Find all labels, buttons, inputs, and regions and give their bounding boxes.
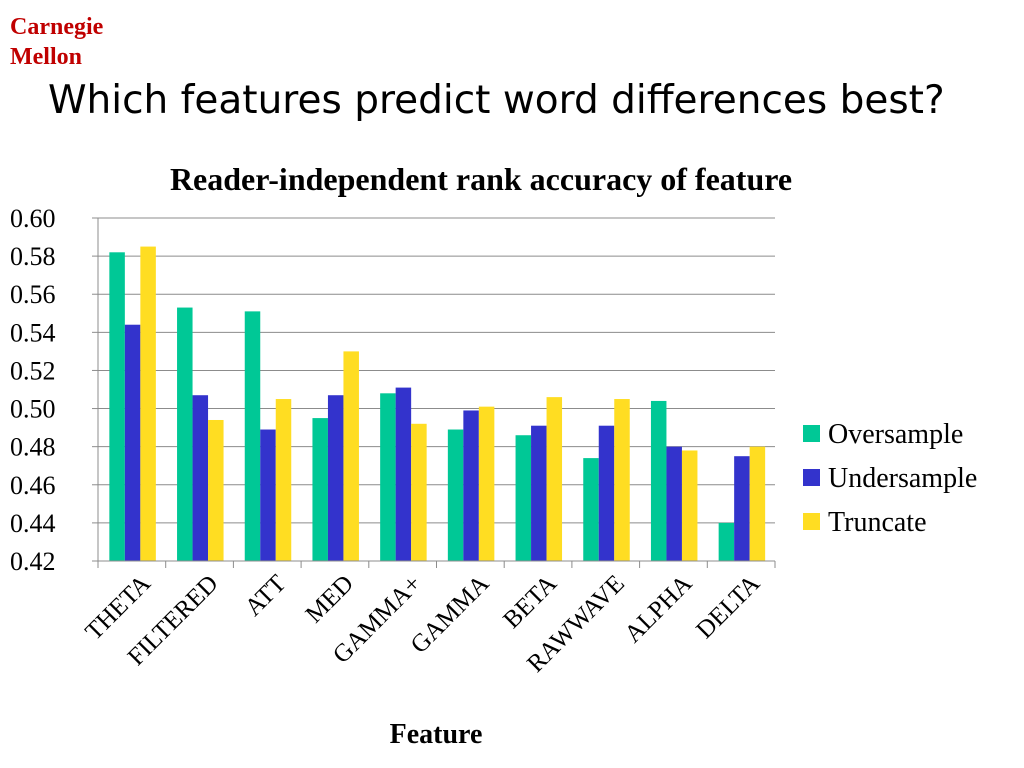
y-tick-label: 0.58	[10, 242, 56, 271]
x-tick-label: MED	[301, 570, 359, 628]
legend: Oversample Undersample Truncate	[803, 419, 977, 538]
bar-oversample-gamma	[447, 429, 464, 561]
bar-undersample-delta	[734, 456, 750, 561]
x-tick-label: ATT	[240, 570, 291, 621]
y-tick-label: 0.48	[10, 433, 56, 462]
logo-line-2: Mellon	[10, 44, 82, 70]
gridlines	[98, 217, 775, 524]
bar-oversample-delta	[718, 522, 735, 561]
bar-truncate-gamma	[478, 406, 495, 561]
bar-oversample-filtered	[177, 307, 193, 561]
y-tick-label: 0.46	[10, 471, 56, 500]
bar-truncate-beta	[546, 397, 563, 561]
bar-oversample-beta	[515, 435, 532, 561]
bar-undersample-gamma	[463, 410, 479, 561]
bar-truncate-theta	[140, 246, 156, 562]
bar-oversample-med	[312, 418, 328, 561]
bar-undersample-theta	[124, 324, 141, 561]
y-tick-label: 0.52	[10, 356, 56, 385]
bar-truncate-att	[275, 399, 292, 561]
bar-truncate-delta	[749, 446, 766, 561]
bar-oversample-theta	[109, 252, 125, 562]
y-tick-label: 0.50	[10, 395, 56, 424]
bar-undersample-filtered	[192, 395, 209, 561]
x-axis-title: Feature	[390, 719, 483, 750]
legend-label-truncate: Truncate	[828, 507, 927, 538]
bar-oversample-gamma	[380, 393, 396, 561]
bars	[109, 246, 766, 562]
logo-line-1: Carnegie	[10, 14, 104, 40]
bar-truncate-alpha	[681, 450, 698, 561]
y-tick-label: 0.54	[10, 318, 56, 347]
y-tick-label: 0.44	[10, 509, 56, 538]
bar-oversample-alpha	[650, 400, 667, 561]
university-logo: Carnegie Mellon	[10, 12, 103, 72]
bar-truncate-rawwave	[614, 399, 630, 561]
bar-undersample-alpha	[666, 446, 682, 561]
bar-undersample-beta	[531, 425, 547, 561]
bar-truncate-gamma	[411, 423, 427, 561]
bar-undersample-gamma	[395, 387, 412, 561]
slide-title: Which features predict word differences …	[48, 78, 945, 123]
legend-swatch-oversample	[803, 425, 820, 442]
x-tick-label: ALPHA	[620, 570, 698, 648]
bar-undersample-med	[327, 395, 344, 561]
bar-truncate-med	[343, 351, 359, 561]
legend-swatch-undersample	[803, 469, 820, 486]
x-tick-label: DELTA	[691, 570, 765, 644]
legend-label-undersample: Undersample	[828, 463, 977, 494]
chart-title: Reader-independent rank accuracy of feat…	[170, 161, 792, 197]
legend-label-oversample: Oversample	[828, 419, 963, 450]
legend-swatch-truncate	[803, 513, 820, 530]
bar-undersample-att	[260, 429, 276, 561]
bar-undersample-rawwave	[598, 425, 615, 561]
y-tick-label: 0.42	[10, 547, 56, 576]
bar-oversample-att	[244, 311, 261, 561]
y-tick-label: 0.60	[10, 204, 56, 233]
bar-truncate-filtered	[208, 419, 224, 561]
bar-oversample-rawwave	[583, 458, 599, 561]
y-tick-label: 0.56	[10, 280, 56, 309]
y-axis-ticks: 0.60 0.58 0.56 0.54 0.52 0.50 0.48 0.46 0.44 0.42	[10, 204, 98, 576]
x-tick-label: BETA	[498, 570, 562, 634]
